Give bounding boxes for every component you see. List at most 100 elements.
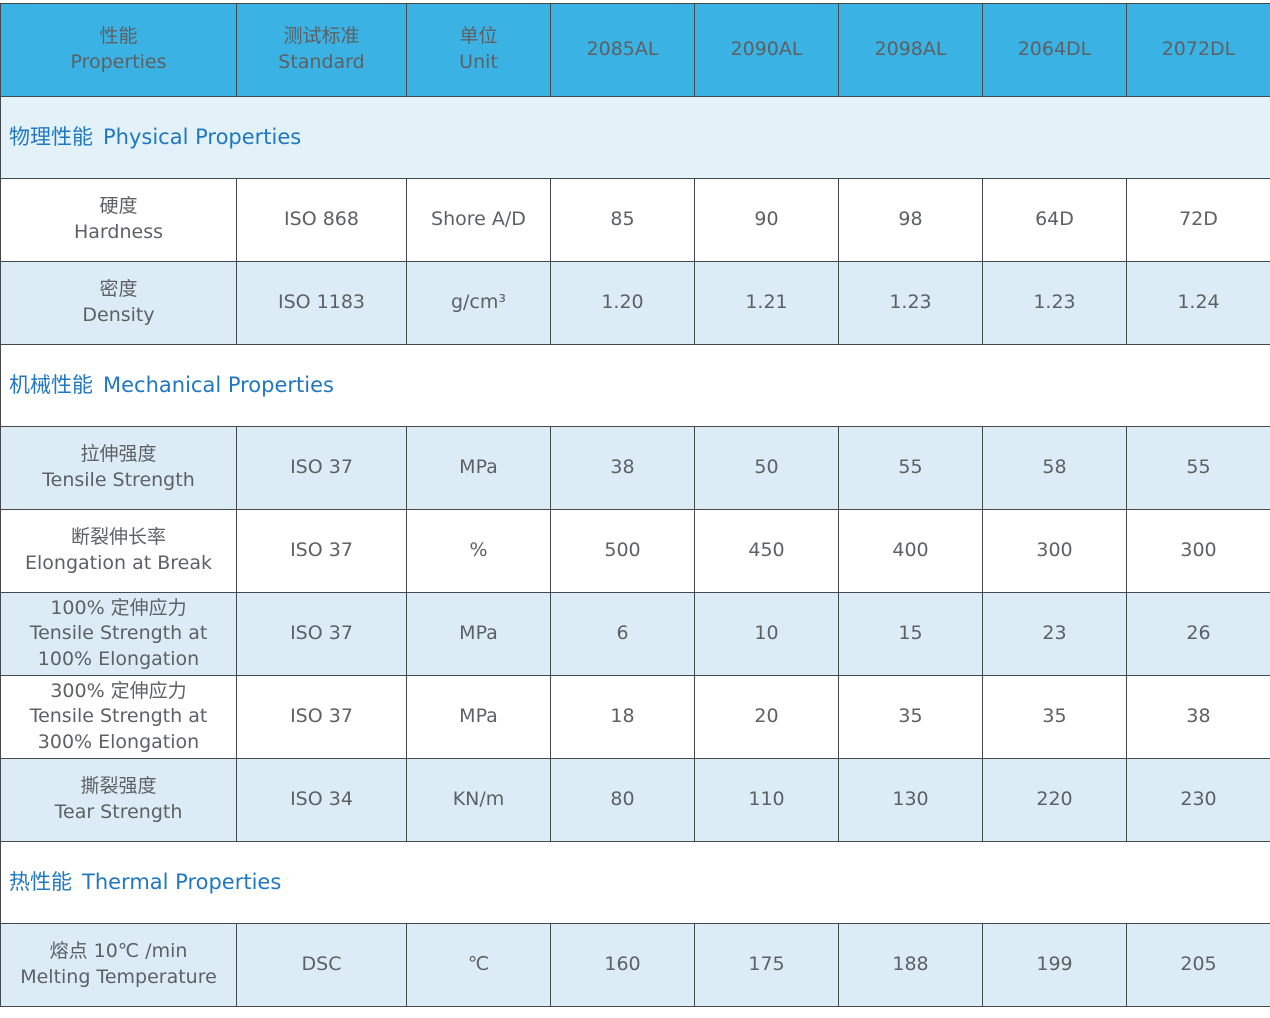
col-header-unit-en: Unit bbox=[459, 51, 498, 73]
col-header-grade-2064DL: 2064DL bbox=[982, 3, 1127, 97]
value-cell: 1.20 bbox=[550, 261, 695, 345]
property-cn: 拉伸强度 bbox=[80, 443, 157, 466]
value-cell: 300 bbox=[982, 509, 1127, 593]
value-cell: 38 bbox=[1126, 675, 1270, 759]
value-cell: 1.23 bbox=[982, 261, 1127, 345]
unit-cell: % bbox=[406, 509, 551, 593]
value-cell: 72D bbox=[1126, 178, 1270, 262]
section-title-thermal-en: Thermal Properties bbox=[82, 870, 282, 895]
value-cell: 199 bbox=[982, 923, 1127, 1007]
col-header-grade-2098AL: 2098AL bbox=[838, 3, 983, 97]
property-en: Tensile Strength at 100% Elongation bbox=[29, 622, 208, 670]
unit-cell: MPa bbox=[406, 675, 551, 759]
value-cell: 160 bbox=[550, 923, 695, 1007]
value-cell: 300 bbox=[1126, 509, 1270, 593]
unit-cell: MPa bbox=[406, 426, 551, 510]
col-header-standard: 测试标准 Standard bbox=[236, 3, 407, 97]
standard-cell: ISO 34 bbox=[236, 758, 407, 842]
standard-cell: ISO 37 bbox=[236, 675, 407, 759]
col-header-standard-en: Standard bbox=[278, 51, 365, 73]
value-cell: 400 bbox=[838, 509, 983, 593]
standard-cell: ISO 37 bbox=[236, 592, 407, 676]
standard-cell: ISO 868 bbox=[236, 178, 407, 262]
col-header-properties-en: Properties bbox=[70, 51, 167, 73]
col-header-properties-cn: 性能 bbox=[99, 25, 138, 48]
value-cell: 500 bbox=[550, 509, 695, 593]
value-cell: 205 bbox=[1126, 923, 1270, 1007]
property-cn: 撕裂强度 bbox=[80, 775, 157, 798]
table-row-elongation-at-break: 断裂伸长率 Elongation at Break ISO 37 % 500 4… bbox=[0, 509, 1270, 593]
value-cell: 1.23 bbox=[838, 261, 983, 345]
property-cn: 密度 bbox=[99, 278, 138, 301]
value-cell: 98 bbox=[838, 178, 983, 262]
property-cn: 熔点 10℃ /min bbox=[49, 940, 188, 963]
table-row-hardness: 硬度 Hardness ISO 868 Shore A/D 85 90 98 6… bbox=[0, 178, 1270, 262]
section-title-mechanical-cn: 机械性能 bbox=[9, 373, 93, 398]
col-header-unit-cn: 单位 bbox=[459, 25, 498, 48]
section-title-physical-en: Physical Properties bbox=[103, 125, 302, 150]
unit-cell: KN/m bbox=[406, 758, 551, 842]
value-cell: 85 bbox=[550, 178, 695, 262]
property-en: Melting Temperature bbox=[20, 966, 217, 988]
property-cn: 100% 定伸应力 bbox=[50, 596, 187, 619]
col-header-grade-2072DL: 2072DL bbox=[1126, 3, 1270, 97]
property-en: Tensile Strength bbox=[42, 469, 195, 491]
property-en: Elongation at Break bbox=[25, 552, 212, 574]
table-row-tensile-300-elongation: 300% 定伸应力 Tensile Strength at 300% Elong… bbox=[0, 675, 1270, 759]
section-title-mechanical: 机械性能 Mechanical Properties bbox=[0, 344, 1270, 427]
table-row-tear-strength: 撕裂强度 Tear Strength ISO 34 KN/m 80 110 13… bbox=[0, 758, 1270, 842]
value-cell: 35 bbox=[838, 675, 983, 759]
value-cell: 20 bbox=[694, 675, 839, 759]
section-title-mechanical-en: Mechanical Properties bbox=[103, 373, 334, 398]
section-row-thermal-properties: 热性能 Thermal Properties bbox=[0, 841, 1270, 924]
col-header-grade-2090AL: 2090AL bbox=[694, 3, 839, 97]
col-header-grade-2085AL: 2085AL bbox=[550, 3, 695, 97]
unit-cell: Shore A/D bbox=[406, 178, 551, 262]
value-cell: 130 bbox=[838, 758, 983, 842]
table-row-tensile-100-elongation: 100% 定伸应力 Tensile Strength at 100% Elong… bbox=[0, 592, 1270, 676]
value-cell: 6 bbox=[550, 592, 695, 676]
standard-cell: ISO 37 bbox=[236, 509, 407, 593]
property-cell: 100% 定伸应力 Tensile Strength at 100% Elong… bbox=[0, 592, 237, 676]
property-cell: 硬度 Hardness bbox=[0, 178, 237, 262]
section-title-physical-cn: 物理性能 bbox=[9, 125, 93, 150]
value-cell: 10 bbox=[694, 592, 839, 676]
standard-cell: DSC bbox=[236, 923, 407, 1007]
value-cell: 15 bbox=[838, 592, 983, 676]
col-header-properties: 性能 Properties bbox=[0, 3, 237, 97]
property-cell: 300% 定伸应力 Tensile Strength at 300% Elong… bbox=[0, 675, 237, 759]
table-header-row: 性能 Properties 测试标准 Standard 单位 Unit 2085… bbox=[0, 3, 1270, 97]
property-cn: 300% 定伸应力 bbox=[50, 679, 187, 702]
value-cell: 220 bbox=[982, 758, 1127, 842]
table-row-melting-temperature: 熔点 10℃ /min Melting Temperature DSC ℃ 16… bbox=[0, 923, 1270, 1007]
standard-cell: ISO 1183 bbox=[236, 261, 407, 345]
property-cn: 硬度 bbox=[99, 195, 138, 218]
value-cell: 18 bbox=[550, 675, 695, 759]
value-cell: 55 bbox=[1126, 426, 1270, 510]
value-cell: 64D bbox=[982, 178, 1127, 262]
material-properties-table: 性能 Properties 测试标准 Standard 单位 Unit 2085… bbox=[0, 3, 1270, 1007]
unit-cell: MPa bbox=[406, 592, 551, 676]
value-cell: 55 bbox=[838, 426, 983, 510]
value-cell: 80 bbox=[550, 758, 695, 842]
section-row-physical-properties: 物理性能 Physical Properties bbox=[0, 96, 1270, 179]
value-cell: 50 bbox=[694, 426, 839, 510]
property-en: Tensile Strength at 300% Elongation bbox=[29, 705, 208, 753]
value-cell: 26 bbox=[1126, 592, 1270, 676]
property-cell: 撕裂强度 Tear Strength bbox=[0, 758, 237, 842]
value-cell: 58 bbox=[982, 426, 1127, 510]
value-cell: 188 bbox=[838, 923, 983, 1007]
section-row-mechanical-properties: 机械性能 Mechanical Properties bbox=[0, 344, 1270, 427]
value-cell: 450 bbox=[694, 509, 839, 593]
property-cell: 密度 Density bbox=[0, 261, 237, 345]
section-title-thermal: 热性能 Thermal Properties bbox=[0, 841, 1270, 924]
value-cell: 23 bbox=[982, 592, 1127, 676]
value-cell: 35 bbox=[982, 675, 1127, 759]
property-en: Density bbox=[82, 304, 155, 326]
section-title-thermal-cn: 热性能 bbox=[9, 870, 72, 895]
standard-cell: ISO 37 bbox=[236, 426, 407, 510]
unit-cell: ℃ bbox=[406, 923, 551, 1007]
property-en: Tear Strength bbox=[54, 801, 183, 823]
property-cell: 断裂伸长率 Elongation at Break bbox=[0, 509, 237, 593]
